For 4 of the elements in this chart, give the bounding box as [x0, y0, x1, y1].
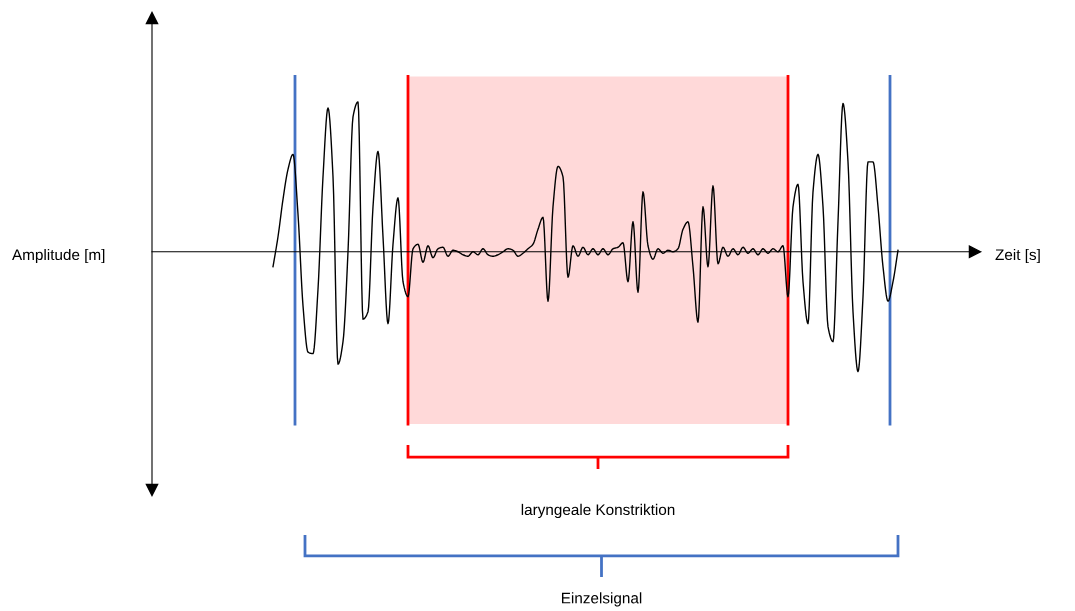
text: Amplitude [m] — [12, 248, 105, 264]
text: Zeit [s] — [995, 248, 1040, 264]
text: laryngeale Konstriktion — [521, 503, 675, 519]
text: Einzelsignal — [561, 592, 642, 607]
